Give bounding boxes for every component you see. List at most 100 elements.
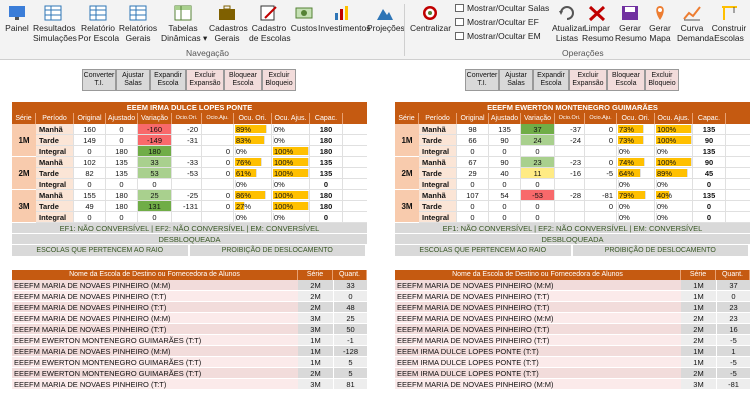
ocu-aju-cell[interactable]: 40% — [655, 190, 693, 200]
ocu-aju-cell[interactable]: 100% — [272, 190, 310, 200]
ajustado-cell[interactable]: 135 — [106, 157, 138, 167]
ajustado-cell[interactable]: 0 — [489, 201, 521, 211]
ocio-ori-cell[interactable]: -37 — [555, 124, 585, 134]
periodo-cell[interactable]: Tarde — [36, 135, 74, 145]
periodo-cell[interactable]: Tarde — [419, 135, 457, 145]
periodo-cell[interactable]: Tarde — [36, 168, 74, 178]
list-item[interactable]: EEEFM MARIA DE NOVAES PINHEIRO (T:T) 2M 16 — [395, 324, 750, 335]
ocu-aju-cell[interactable]: 89% — [655, 168, 693, 178]
sheet-button-2[interactable]: Expandir Escola — [150, 69, 186, 91]
ocu-ori-cell[interactable]: 0% — [234, 179, 272, 189]
ribbon-button-mountain[interactable]: Projeções — [367, 2, 405, 33]
list-item[interactable]: EEEFM EWERTON MONTENEGRO GUIMARÃES (T:T)… — [12, 357, 367, 368]
ocu-aju-cell[interactable]: 100% — [655, 157, 693, 167]
capac-cell[interactable]: 90 — [693, 157, 726, 167]
capac-cell[interactable]: 180 — [310, 146, 343, 156]
ocio-aju-cell[interactable]: 0 — [202, 168, 234, 178]
periodo-cell[interactable]: Manhã — [419, 124, 457, 134]
variacao-cell[interactable]: 131 — [138, 201, 172, 211]
original-cell[interactable]: 155 — [74, 190, 106, 200]
capac-cell[interactable]: 135 — [310, 168, 343, 178]
ribbon-button-table[interactable]: Relatórios Gerais — [118, 2, 158, 43]
ocio-aju-cell[interactable] — [585, 179, 617, 189]
original-cell[interactable]: 0 — [74, 146, 106, 156]
variacao-cell[interactable]: 0 — [521, 201, 555, 211]
list-item[interactable]: EEEFM MARIA DE NOVAES PINHEIRO (M:M) 2M 33 — [12, 280, 367, 291]
ribbon-button-table[interactable]: Relatório Por Escola — [78, 2, 119, 43]
variacao-cell[interactable]: 0 — [521, 179, 555, 189]
list-item[interactable]: EEEM IRMA DULCE LOPES PONTE (T:T) 2M -5 — [395, 368, 750, 379]
ocu-ori-cell[interactable]: 79% — [617, 190, 655, 200]
ocu-aju-cell[interactable]: 100% — [655, 135, 693, 145]
periodo-cell[interactable]: Manhã — [419, 157, 457, 167]
ocio-ori-cell[interactable] — [172, 146, 202, 156]
original-cell[interactable]: 149 — [74, 135, 106, 145]
ocio-aju-cell[interactable]: 0 — [585, 124, 617, 134]
ocu-aju-cell[interactable]: 0% — [272, 179, 310, 189]
variacao-cell[interactable]: 0 — [138, 179, 172, 189]
ocu-ori-cell[interactable]: 86% — [234, 190, 272, 200]
list-item[interactable]: EEEFM MARIA DE NOVAES PINHEIRO (T:T) 3M 50 — [12, 324, 367, 335]
ocio-aju-cell[interactable]: 0 — [202, 146, 234, 156]
sheet-button-1[interactable]: Ajustar Salas — [116, 69, 150, 91]
ocu-aju-cell[interactable]: 0% — [272, 135, 310, 145]
ribbon-button-bars[interactable]: Investimentos — [318, 2, 370, 33]
original-cell[interactable]: 107 — [457, 190, 489, 200]
ocu-ori-cell[interactable]: 74% — [617, 157, 655, 167]
ocu-aju-cell[interactable]: 0% — [655, 212, 693, 222]
ajustado-cell[interactable]: 180 — [106, 201, 138, 211]
capac-cell[interactable]: 180 — [310, 190, 343, 200]
ocu-ori-cell[interactable]: 73% — [617, 135, 655, 145]
periodo-cell[interactable]: Manhã — [36, 157, 74, 167]
toggle-em[interactable]: Mostrar/Ocultar EM — [455, 31, 541, 41]
ajustado-cell[interactable]: 0 — [106, 135, 138, 145]
ajustado-cell[interactable]: 90 — [489, 135, 521, 145]
periodo-cell[interactable]: Tarde — [419, 201, 457, 211]
ocu-aju-cell[interactable]: 100% — [272, 157, 310, 167]
ribbon-button-table[interactable]: Resultados Simulações — [33, 2, 77, 43]
ribbon-button-money[interactable]: Custos — [289, 2, 319, 33]
ocio-aju-cell[interactable] — [202, 135, 234, 145]
ocio-ori-cell[interactable]: -23 — [555, 157, 585, 167]
sheet-button-4[interactable]: Bloquear Escola — [607, 69, 645, 91]
capac-cell[interactable]: 0 — [693, 179, 726, 189]
ajustado-cell[interactable]: 180 — [106, 146, 138, 156]
ocio-aju-cell[interactable]: 0 — [202, 157, 234, 167]
ribbon-button-save[interactable]: Gerar Resumo — [615, 2, 647, 43]
ocu-aju-cell[interactable]: 0% — [272, 212, 310, 222]
list-item[interactable]: EEEFM EWERTON MONTENEGRO GUIMARÃES (T:T)… — [12, 335, 367, 346]
list-item[interactable]: EEEM IRMA DULCE LOPES PONTE (T:T) 1M -5 — [395, 357, 750, 368]
original-cell[interactable]: 0 — [457, 212, 489, 222]
list-item[interactable]: EEEFM MARIA DE NOVAES PINHEIRO (M:M) 3M 25 — [12, 313, 367, 324]
ocu-ori-cell[interactable]: 0% — [617, 146, 655, 156]
ocu-ori-cell[interactable]: 73% — [617, 124, 655, 134]
ocu-aju-cell[interactable]: 0% — [655, 179, 693, 189]
ocio-aju-cell[interactable]: 0 — [585, 135, 617, 145]
ajustado-cell[interactable]: 0 — [106, 212, 138, 222]
sheet-button-4[interactable]: Bloquear Escola — [224, 69, 262, 91]
original-cell[interactable]: 67 — [457, 157, 489, 167]
ocio-aju-cell[interactable]: 0 — [585, 157, 617, 167]
ocu-ori-cell[interactable]: 0% — [234, 146, 272, 156]
periodo-cell[interactable]: Integral — [419, 146, 457, 156]
periodo-cell[interactable]: Tarde — [36, 201, 74, 211]
original-cell[interactable]: 102 — [74, 157, 106, 167]
original-cell[interactable]: 0 — [74, 179, 106, 189]
sheet-button-0[interactable]: Converter T.I. — [465, 69, 499, 91]
ocio-aju-cell[interactable]: -5 — [585, 168, 617, 178]
list-item[interactable]: EEEFM MARIA DE NOVAES PINHEIRO (T:T) 3M 81 — [12, 379, 367, 390]
ribbon-button-target[interactable]: Centralizar — [410, 2, 451, 33]
original-cell[interactable]: 0 — [457, 201, 489, 211]
original-cell[interactable]: 66 — [457, 135, 489, 145]
list-item[interactable]: EEEFM EWERTON MONTENEGRO GUIMARÃES (T:T)… — [12, 368, 367, 379]
ribbon-button-crane[interactable]: Construir Escolas — [710, 2, 748, 43]
ocio-aju-cell[interactable]: -81 — [585, 190, 617, 200]
ocio-ori-cell[interactable]: -20 — [172, 124, 202, 134]
ocu-ori-cell[interactable]: 0% — [617, 212, 655, 222]
ocio-ori-cell[interactable]: -33 — [172, 157, 202, 167]
ocio-ori-cell[interactable] — [172, 179, 202, 189]
original-cell[interactable]: 0 — [74, 212, 106, 222]
variacao-cell[interactable]: 25 — [138, 190, 172, 200]
ocio-ori-cell[interactable]: -53 — [172, 168, 202, 178]
sheet-button-5[interactable]: Excluir Bloqueio — [645, 69, 679, 91]
